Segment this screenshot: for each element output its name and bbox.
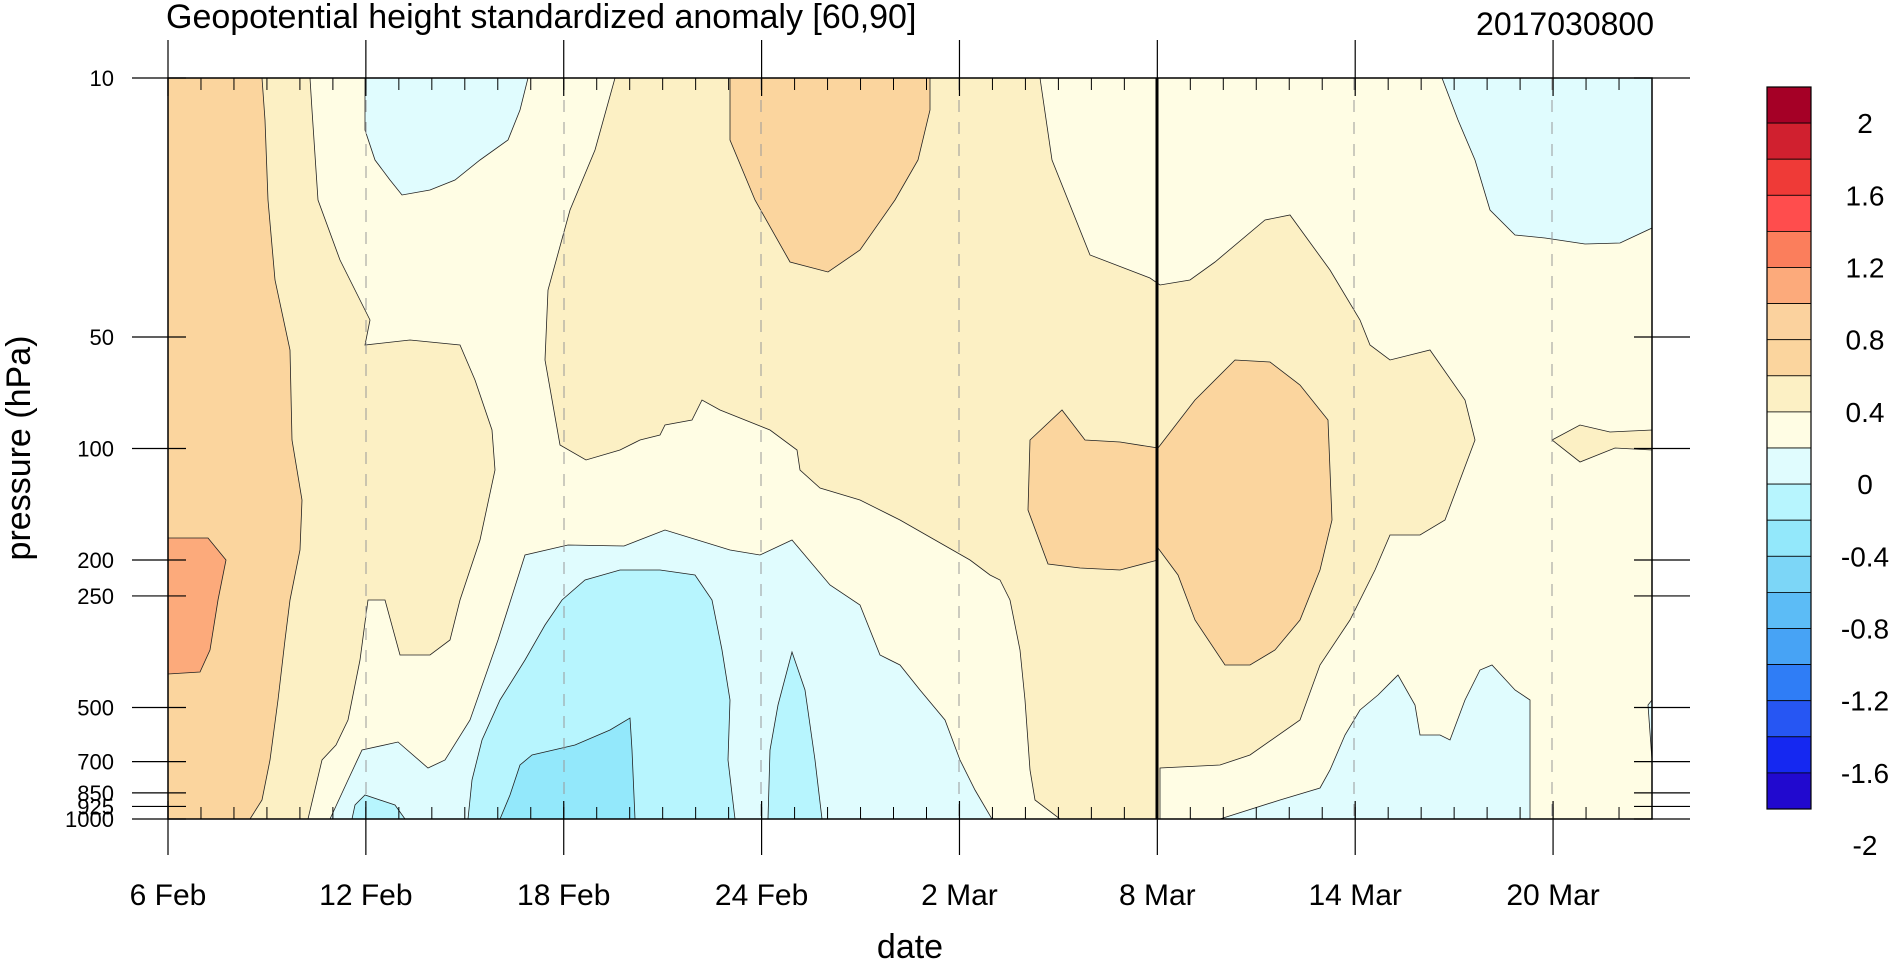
y-tick-label: 250: [77, 584, 114, 609]
contour-field: [168, 78, 1652, 819]
colorbar-swatch: [1766, 86, 1812, 124]
colorbar-swatch: [1766, 267, 1812, 304]
x-tick-label: 14 Mar: [1309, 879, 1402, 912]
x-tick-label: 12 Feb: [319, 879, 412, 912]
colorbar-swatch: [1766, 700, 1812, 738]
colorbar-swatch: [1766, 447, 1812, 485]
colorbar-label: -1.6: [1841, 758, 1889, 789]
contour-fill-neg-0.4-bottom-left: [351, 794, 406, 819]
contour-fill-pos-0.4-east: [1157, 359, 1333, 666]
x-tick-label: 6 Feb: [130, 879, 207, 912]
y-tick-label: 925: [77, 794, 114, 819]
contour-fill-pos-0.2-right: [1551, 424, 1652, 463]
colorbar-swatch: [1766, 158, 1812, 196]
colorbar-label: 0.4: [1846, 397, 1885, 428]
colorbar-swatch: [1766, 194, 1812, 232]
colorbar-swatch: [1766, 230, 1812, 268]
colorbar-swatch: [1766, 519, 1812, 557]
x-tick-label: 18 Feb: [517, 879, 610, 912]
x-axis: 6 Feb 12 Feb 18 Feb 24 Feb 2 Mar 8 Mar 14 Mar 2…: [130, 40, 1653, 912]
colorbar-swatch: [1766, 628, 1812, 665]
x-tick-label: 20 Mar: [1506, 879, 1599, 912]
contour-fill-neg-0.2-right-edge: [1647, 699, 1652, 761]
colorbar-swatch: [1766, 664, 1812, 702]
colorbar-swatch: [1766, 122, 1812, 160]
y-tick-label: 200: [77, 548, 114, 573]
contour-fill-neg-0.4-slice: [767, 650, 823, 819]
colorbar-label: 0: [1857, 469, 1873, 500]
colorbar-legend: 2 1.6 1.2 0.8 0.4 0 -0.4 -0.8 -1.2 -1.6 -2: [1766, 86, 1889, 861]
colorbar-label: -0.8: [1841, 614, 1889, 645]
colorbar-swatch: [1766, 483, 1812, 521]
y-tick-label: 10: [90, 66, 114, 91]
y-tick-label: 1000: [65, 807, 114, 832]
colorbar-swatch: [1766, 772, 1812, 810]
colorbar-label: -2: [1853, 830, 1878, 861]
contour-fill-pos-0.4-upper: [729, 78, 931, 273]
colorbar-label: -1.2: [1841, 686, 1889, 717]
colorbar-swatch: [1766, 411, 1812, 449]
colorbar-label: -0.4: [1841, 541, 1889, 572]
contour-fill-neg-0.2-east-low: [1219, 664, 1531, 819]
x-tick-label: 24 Feb: [715, 879, 808, 912]
colorbar-frame: [1766, 86, 1812, 810]
colorbar-label: 1.6: [1846, 180, 1885, 211]
y-tick-label: 700: [77, 750, 114, 775]
y-tick-label: 50: [90, 325, 114, 350]
colorbar-swatch: [1766, 592, 1812, 629]
colorbar-swatch: [1766, 375, 1812, 413]
colorbar-label: 2: [1857, 108, 1873, 139]
contour-fill-neg-0.2-west: [364, 78, 529, 196]
contour-fill-neg-0.6: [499, 717, 636, 819]
x-axis-label: date: [877, 928, 943, 963]
colorbar-swatch: [1766, 736, 1812, 774]
colorbar-swatch: [1766, 555, 1812, 593]
colorbar-label: 0.8: [1846, 325, 1885, 356]
colorbar-swatch: [1766, 303, 1812, 341]
y-tick-label: 500: [77, 695, 114, 720]
chart-title: Geopotential height standardized anomaly…: [166, 0, 916, 36]
colorbar-label: 1.2: [1846, 253, 1885, 284]
x-tick-label: 8 Mar: [1119, 879, 1196, 912]
x-tick-label: 2 Mar: [921, 879, 998, 912]
y-axis-label: pressure (hPa): [0, 336, 38, 561]
date-grid: [365, 78, 1553, 819]
contour-fill-pos-0.8: [168, 537, 227, 675]
y-tick-label: 100: [77, 437, 114, 462]
colorbar-swatch: [1766, 339, 1812, 377]
contour-fill-neg-0.2-top-right: [1441, 78, 1652, 245]
date-stamp: 2017030800: [1476, 6, 1654, 42]
y-tick-label: 850: [77, 781, 114, 806]
